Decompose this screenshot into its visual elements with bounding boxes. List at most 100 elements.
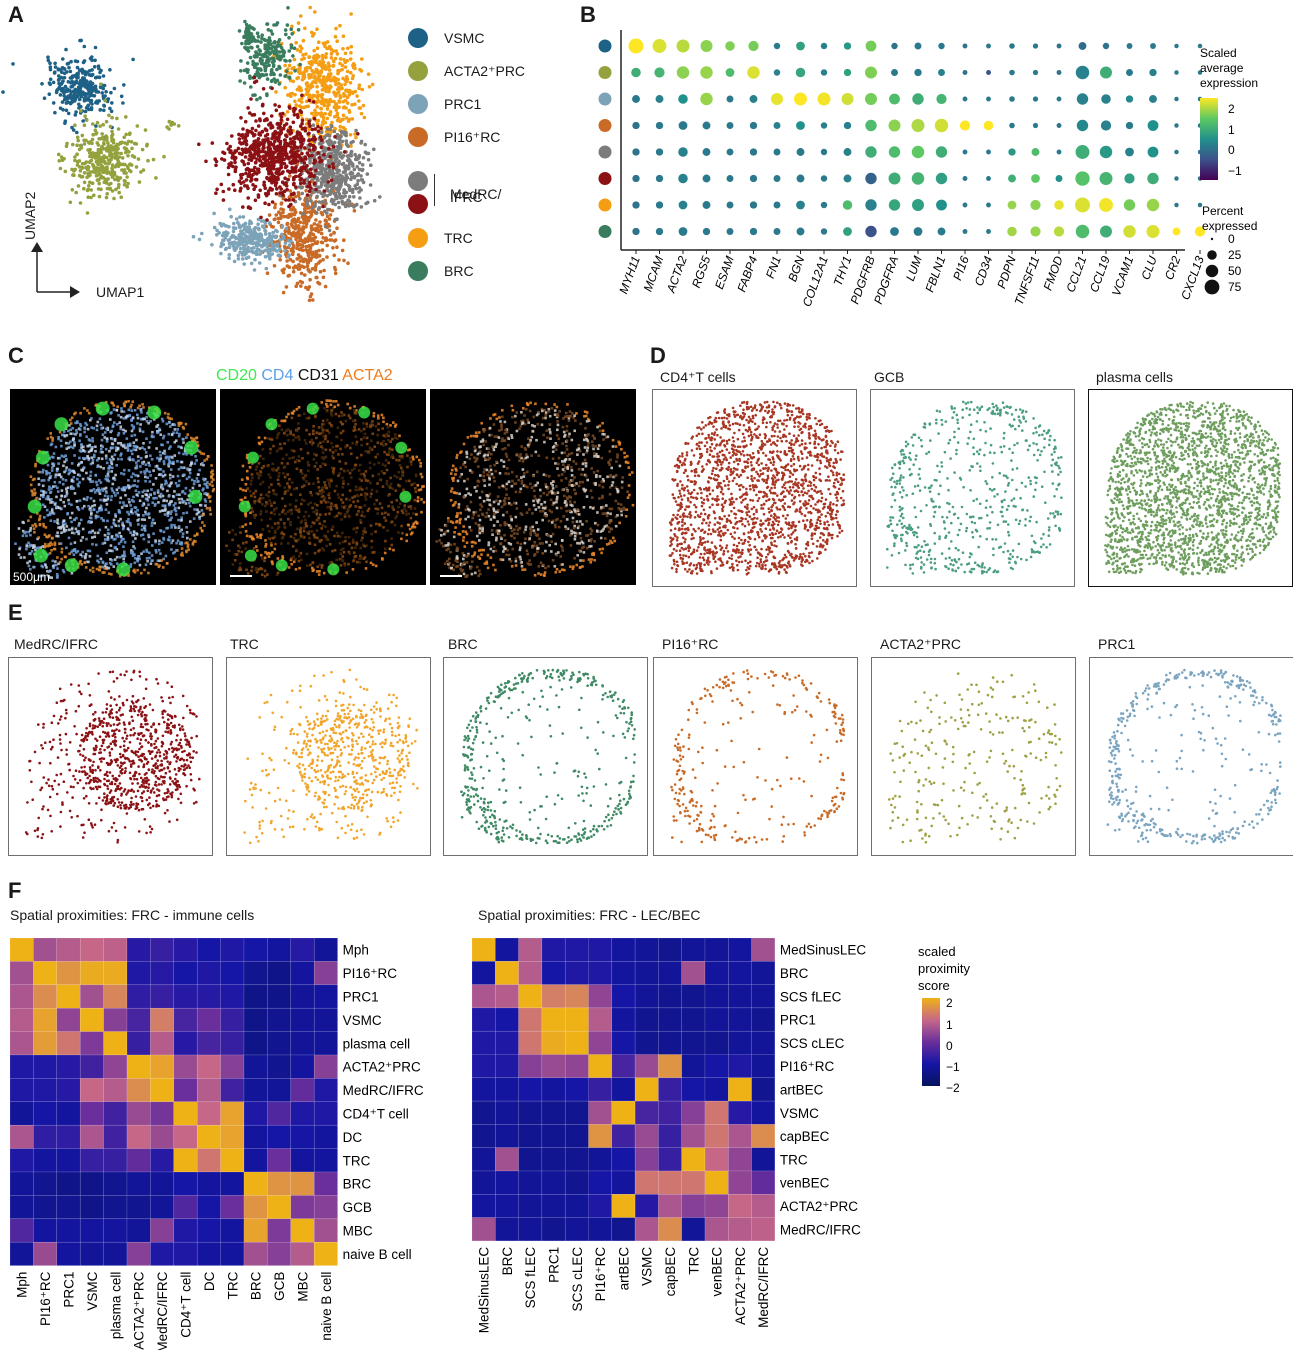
umap-point (154, 176, 158, 180)
umap-point (305, 264, 310, 269)
umap-point (285, 117, 290, 122)
umap-point (239, 69, 243, 73)
umap-point (295, 145, 300, 150)
spatial-point (723, 416, 726, 420)
umap-point (256, 39, 260, 43)
umap-point (243, 251, 248, 256)
spatial-point (756, 459, 760, 462)
dot (796, 174, 805, 183)
umap-point (234, 149, 239, 153)
size-legend-title-1: Percent (1202, 204, 1244, 218)
umap-point (313, 110, 317, 114)
spatial-point (764, 564, 767, 567)
umap-point (69, 90, 73, 94)
spatial-point (675, 567, 678, 571)
umap-point (65, 100, 70, 104)
umap-point (312, 48, 317, 53)
umap-point (319, 231, 324, 236)
umap-point (76, 184, 81, 188)
umap-point (345, 158, 350, 163)
legend-item-vsmc: VSMC (408, 28, 484, 48)
umap-point (344, 202, 349, 206)
row-marker (598, 119, 612, 132)
spatial-point (765, 406, 769, 409)
spatial-point (785, 424, 788, 428)
umap-point (327, 224, 332, 228)
umap-point (270, 56, 274, 61)
umap-point (272, 72, 276, 77)
umap-point (281, 270, 286, 275)
spatial-point (738, 488, 742, 491)
umap-point (267, 202, 271, 207)
umap-point (357, 83, 362, 87)
umap-point (307, 206, 311, 210)
umap-point (318, 159, 322, 164)
umap-point (61, 86, 65, 91)
umap-point (98, 108, 102, 112)
umap-point (273, 183, 278, 188)
umap-point (231, 182, 236, 187)
umap-point (293, 135, 297, 140)
umap-point (284, 69, 289, 73)
size-legend-dot (1210, 237, 1214, 241)
umap-point (75, 94, 79, 99)
umap-point (275, 242, 280, 246)
umap-point (328, 154, 333, 159)
umap-point (219, 182, 224, 187)
umap-point (325, 116, 330, 121)
spatial-point (804, 422, 807, 426)
spatial-point (733, 431, 736, 435)
spatial-point (707, 436, 711, 439)
spatial-point (814, 437, 817, 440)
umap-point (319, 126, 323, 131)
spatial-point (770, 486, 773, 490)
spatial-point (722, 549, 726, 553)
spatial-point (796, 457, 800, 460)
spatial-point (673, 563, 676, 566)
spatial-point (798, 507, 802, 511)
spatial-point (741, 517, 744, 521)
spatial-point (706, 517, 710, 520)
gene-label: THY1 (831, 254, 855, 288)
spatial-point (741, 432, 745, 436)
umap-point (136, 157, 141, 161)
spatial-point (725, 417, 729, 420)
spatial-point (745, 572, 749, 576)
umap-point (292, 150, 297, 154)
umap-point (257, 48, 262, 52)
umap-point (82, 171, 87, 175)
umap-point (220, 157, 224, 161)
umap-point (326, 180, 331, 184)
spatial-point (766, 474, 770, 478)
umap-point (77, 97, 82, 102)
umap-point (348, 133, 353, 137)
spatial-point (788, 485, 792, 489)
dot (773, 228, 781, 235)
spatial-point (776, 435, 780, 438)
spatial-point (677, 509, 680, 512)
spatial-point (749, 560, 752, 563)
spatial-point (710, 442, 714, 446)
umap-point (357, 161, 362, 165)
spatial-point (742, 485, 745, 489)
spatial-point (813, 442, 816, 445)
umap-point (308, 66, 313, 70)
umap-point (244, 142, 249, 147)
spatial-point (812, 475, 816, 479)
dot (1009, 122, 1015, 129)
dot (654, 67, 665, 78)
dot (911, 172, 925, 185)
umap-point (64, 144, 69, 148)
umap-point (237, 29, 242, 33)
spatial-point (809, 504, 813, 508)
spatial-point (708, 420, 712, 424)
umap-point (276, 253, 281, 258)
spatial-point (768, 510, 771, 514)
dot (865, 119, 877, 132)
umap-point (337, 192, 342, 196)
umap-point (124, 132, 128, 137)
umap-point (282, 138, 287, 142)
umap-point (284, 181, 288, 186)
umap-point (295, 48, 300, 52)
